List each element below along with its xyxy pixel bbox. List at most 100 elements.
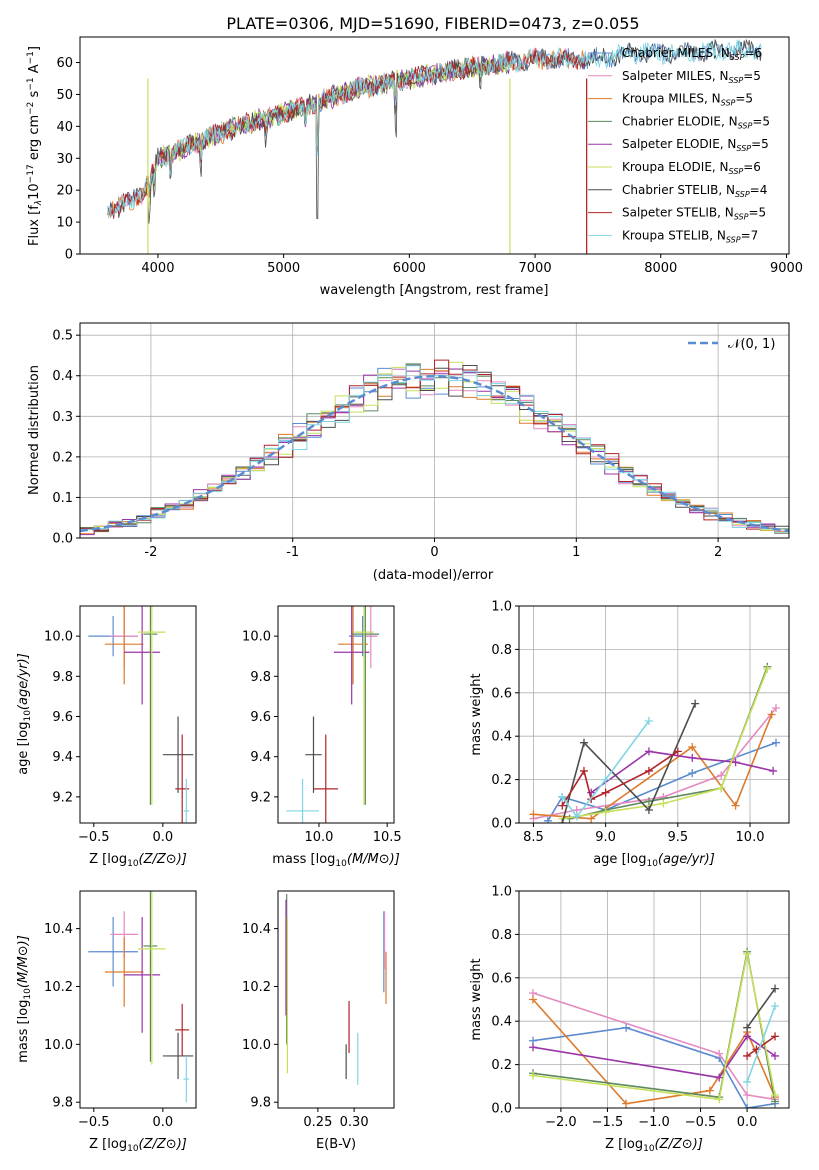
x-tick-label: 1 xyxy=(572,545,580,560)
weight-marker xyxy=(601,788,610,797)
legend: Chabrier MILES, NSSP=6 Salpeter MILES, NS… xyxy=(588,46,770,244)
x-tick-label: 8000 xyxy=(644,261,677,276)
y-tick-label: 9.6 xyxy=(250,710,271,725)
x-axis-label: Z [log10(Z/Z⊙)] xyxy=(605,1137,703,1154)
weight-marker xyxy=(767,710,776,719)
y-tick-label: 10.0 xyxy=(44,630,73,645)
axes-frame xyxy=(79,605,197,824)
plot-body-residuals xyxy=(80,359,789,537)
y-tick-label: 0.0 xyxy=(491,1102,512,1117)
weight-marker xyxy=(601,775,610,784)
errorbar-point xyxy=(363,606,378,669)
y-axis-label: mass weight xyxy=(469,673,484,755)
axes-residuals: -2 -1 0 1 2 0.0 0.1 0.2 0.3 0.4 0.5 𝒩(0, 1) (data-mo… xyxy=(27,322,790,583)
x-tick-label: −0.5 xyxy=(78,1115,110,1130)
legend-entry: Chabrier STELIB, NSSP=4 xyxy=(622,183,767,199)
weight-marker xyxy=(579,738,588,747)
gaussian-reference-line xyxy=(80,374,789,533)
plot-body-age-vs-Z xyxy=(88,606,194,823)
x-tick-label: 10.0 xyxy=(736,830,765,845)
x-tick-label: 0 xyxy=(430,545,438,560)
weight-marker xyxy=(659,799,668,808)
weight-series xyxy=(528,1023,780,1108)
y-tick-label: 0.3 xyxy=(52,410,73,425)
legend-entry: 𝒩(0, 1) xyxy=(728,337,775,352)
y-axis-label: age [log10(age/yr)] xyxy=(16,653,33,775)
histogram-step xyxy=(80,365,789,534)
y-tick-label: 0.8 xyxy=(491,643,512,658)
legend-entry: Kroupa STELIB, NSSP=7 xyxy=(622,228,758,244)
axes-frame xyxy=(518,605,790,824)
legend-entry: Salpeter MILES, NSSP=5 xyxy=(622,69,761,85)
weight-marker xyxy=(528,1071,537,1080)
y-axis-label: mass weight xyxy=(469,958,484,1040)
y-tick-label: 0.2 xyxy=(491,1058,512,1073)
weight-marker xyxy=(743,949,752,958)
y-tick-label: 50 xyxy=(56,88,73,103)
y-tick-label: 0.0 xyxy=(52,532,73,547)
spectrum-line xyxy=(107,48,586,219)
x-tick-label: −0.5 xyxy=(78,830,110,845)
weight-marker xyxy=(731,758,740,767)
spectrum-line xyxy=(107,39,762,219)
y-tick-label: 0.6 xyxy=(491,686,512,701)
weight-series xyxy=(558,699,700,823)
x-tick-label: 9.0 xyxy=(595,830,616,845)
plot-area: 4000 5000 6000 7000 8000 90000102030405060wav… xyxy=(16,36,803,1154)
weight-series xyxy=(743,1032,780,1060)
y-tick-label: 10.0 xyxy=(242,1038,271,1053)
axes-frame xyxy=(277,890,395,1109)
x-tick-label: 6000 xyxy=(393,261,426,276)
weight-marker xyxy=(644,747,653,756)
x-axis-label: Z [log10(Z/Z⊙)] xyxy=(89,852,187,869)
axes-weight-vs-age: 8.5 9.0 9.5 10.0 0.0 0.2 0.4 0.6 0.8 1.0 age [log1… xyxy=(469,600,790,869)
x-tick-label: 0.25 xyxy=(303,1115,332,1130)
y-tick-label: 9.8 xyxy=(52,670,73,685)
errorbar-point xyxy=(305,716,322,793)
weight-marker xyxy=(743,1077,752,1086)
x-tick-label: −2.0 xyxy=(545,1115,577,1130)
weight-marker xyxy=(763,664,772,673)
errorbar-point xyxy=(286,778,319,823)
x-tick-label: 9.5 xyxy=(667,830,688,845)
errorbar-point xyxy=(183,778,190,823)
weight-marker xyxy=(688,769,697,778)
errorbar-point xyxy=(175,734,190,823)
y-tick-label: 0.4 xyxy=(491,730,512,745)
weight-series xyxy=(743,984,780,1032)
axes-frame xyxy=(79,890,197,1109)
x-tick-label: -2 xyxy=(144,545,157,560)
x-tick-label: 10.0 xyxy=(304,830,333,845)
errorbar-point xyxy=(104,606,144,685)
x-tick-label: 4000 xyxy=(141,261,174,276)
weight-marker xyxy=(743,1090,752,1099)
y-tick-label: 0.4 xyxy=(491,1015,512,1030)
x-tick-label: 0.0 xyxy=(153,1115,174,1130)
weight-marker xyxy=(771,984,780,993)
axes-age-vs-Z: −0.5 0.0 9.2 9.4 9.6 9.8 10.0 Z [log10(Z/Z⊙)] ag… xyxy=(16,605,197,869)
plot-body-age-vs-mass xyxy=(286,606,379,823)
y-tick-label: 0.2 xyxy=(491,773,512,788)
x-tick-label: 5000 xyxy=(267,261,300,276)
spectrum-line xyxy=(145,55,510,192)
axes-frame xyxy=(277,605,395,824)
y-tick-label: 1.0 xyxy=(491,600,512,615)
weight-series xyxy=(743,1002,780,1086)
x-tick-label: 9000 xyxy=(770,261,803,276)
y-tick-label: 10.2 xyxy=(242,980,271,995)
x-tick-label: 7000 xyxy=(519,261,552,276)
errorbar-point xyxy=(175,1003,190,1056)
axes-frame xyxy=(79,36,790,255)
errorbar-point xyxy=(124,606,161,705)
y-tick-label: 0.2 xyxy=(52,450,73,465)
x-axis-label: (data-model)/error xyxy=(373,568,494,583)
weight-marker xyxy=(688,743,697,752)
errorbar-point xyxy=(124,917,161,1033)
axes-age-vs-mass: 10.0 10.5 9.2 9.4 9.6 9.8 10.0 mass [log10(M/M⊙… xyxy=(242,605,402,869)
y-tick-label: 10.2 xyxy=(44,980,73,995)
weight-marker xyxy=(622,1099,631,1108)
weight-marker xyxy=(771,1032,780,1041)
weight-marker xyxy=(558,792,567,801)
weight-line xyxy=(561,720,650,818)
weight-marker xyxy=(743,1023,752,1032)
